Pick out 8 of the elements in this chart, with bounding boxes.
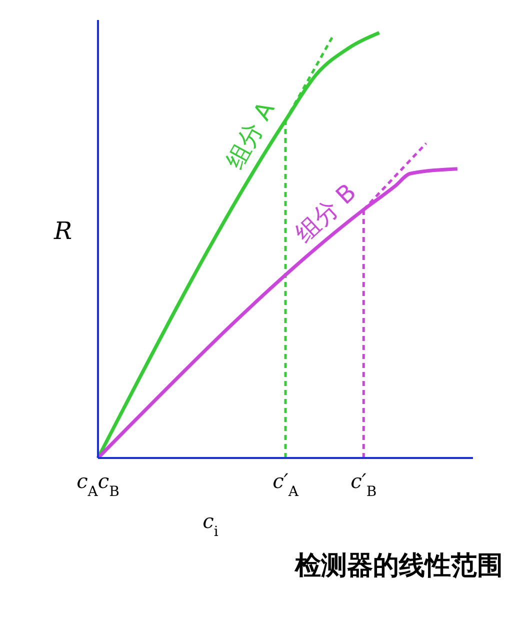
text: 组分 B — [290, 178, 362, 248]
x-axis-title: c$_{i}$ — [202, 509, 219, 540]
y-axis-title: R — [52, 217, 72, 245]
x-tick-label: c$_{A}$c$_{B}$ — [76, 469, 120, 500]
x-tick-label: c′$_{B}$ — [350, 469, 377, 500]
text: 检测器的线性范围 — [294, 550, 504, 583]
text: 组分 A — [220, 96, 280, 174]
x-tick-label: c′$_{A}$ — [272, 469, 300, 500]
